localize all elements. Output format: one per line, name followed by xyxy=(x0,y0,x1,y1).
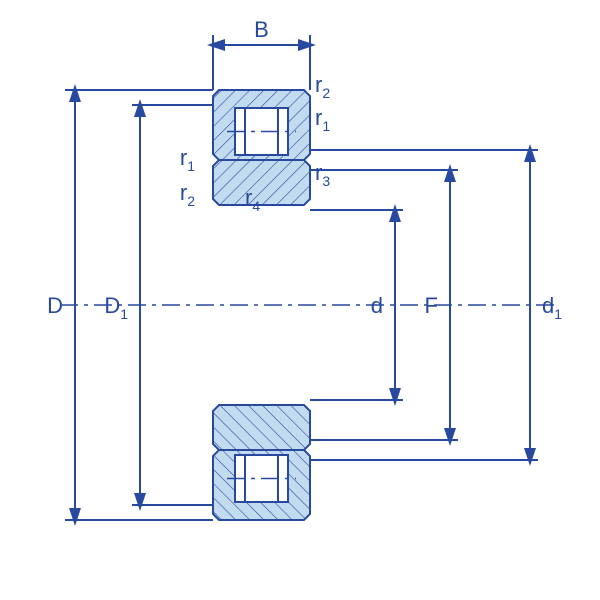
label-r3: r3 xyxy=(315,160,330,189)
label-D: D xyxy=(47,293,63,318)
label-d1: d1 xyxy=(542,293,562,322)
label-B: B xyxy=(254,17,269,42)
label-r1-right: r1 xyxy=(315,105,330,134)
bearing-cross-section-diagram: BDD1dFd1r2r1r1r2r3r4 xyxy=(0,0,600,600)
label-r2-top: r2 xyxy=(315,72,330,101)
label-r1-left: r1 xyxy=(180,145,195,174)
label-d: d xyxy=(371,293,383,318)
label-r2-left: r2 xyxy=(180,180,195,209)
label-D1: D1 xyxy=(104,293,128,322)
label-F: F xyxy=(425,293,438,318)
